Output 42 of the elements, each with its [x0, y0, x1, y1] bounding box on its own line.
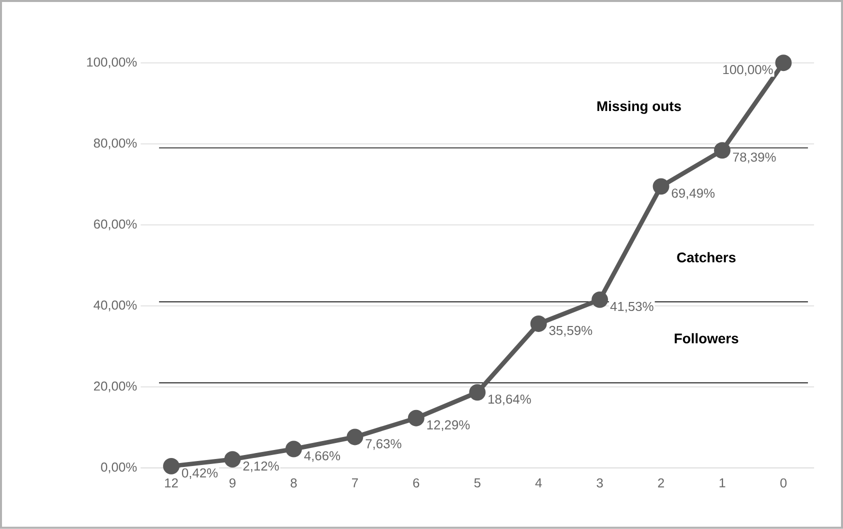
point — [530, 316, 547, 332]
point — [592, 292, 608, 308]
y-tick-label: 80,00% — [94, 138, 137, 150]
data-label: 100,00% — [723, 65, 773, 76]
data-label: 7,63% — [366, 439, 402, 450]
point — [346, 428, 364, 446]
y-tick-label: 100,00% — [87, 58, 137, 68]
x-tick-label: 6 — [413, 478, 420, 488]
y-tick-label: 60,00% — [94, 220, 137, 230]
data-label: 12,29% — [427, 420, 470, 432]
data-label: 0,42% — [182, 468, 218, 480]
data-label: 4,66% — [304, 451, 340, 462]
point — [285, 440, 302, 458]
data-label: 18,64% — [488, 394, 531, 406]
point — [224, 451, 241, 468]
x-tick-label: 1 — [720, 478, 726, 488]
data-label: 69,49% — [672, 188, 715, 200]
x-tick-label: 2 — [658, 478, 664, 488]
x-tick-label: 8 — [290, 478, 297, 488]
x-tick-label: 5 — [474, 478, 480, 488]
point — [652, 178, 670, 195]
x-tick-label: 7 — [352, 478, 358, 488]
point — [714, 142, 730, 159]
data-label: 78,39% — [733, 152, 776, 164]
x-tick-label: 12 — [165, 478, 178, 488]
y-tick-label: 0,00% — [101, 462, 137, 474]
y-tick-label: 20,00% — [94, 382, 137, 392]
point — [163, 458, 180, 475]
data-label: 2,12% — [243, 462, 279, 472]
annotation: Missing outs — [597, 101, 681, 114]
x-tick-label: 0 — [780, 478, 787, 488]
y-tick-label: 40,00% — [94, 300, 137, 312]
point — [469, 384, 486, 401]
data-label: 35,59% — [549, 326, 592, 337]
x-tick-label: 9 — [230, 478, 236, 488]
point — [775, 54, 792, 72]
data-label: 41,53% — [610, 302, 654, 313]
x-tick-label: 4 — [535, 478, 542, 488]
annotation: Followers — [674, 333, 738, 344]
point — [408, 410, 424, 426]
x-tick-label: 3 — [596, 478, 603, 488]
annotation: Catchers — [677, 252, 736, 262]
